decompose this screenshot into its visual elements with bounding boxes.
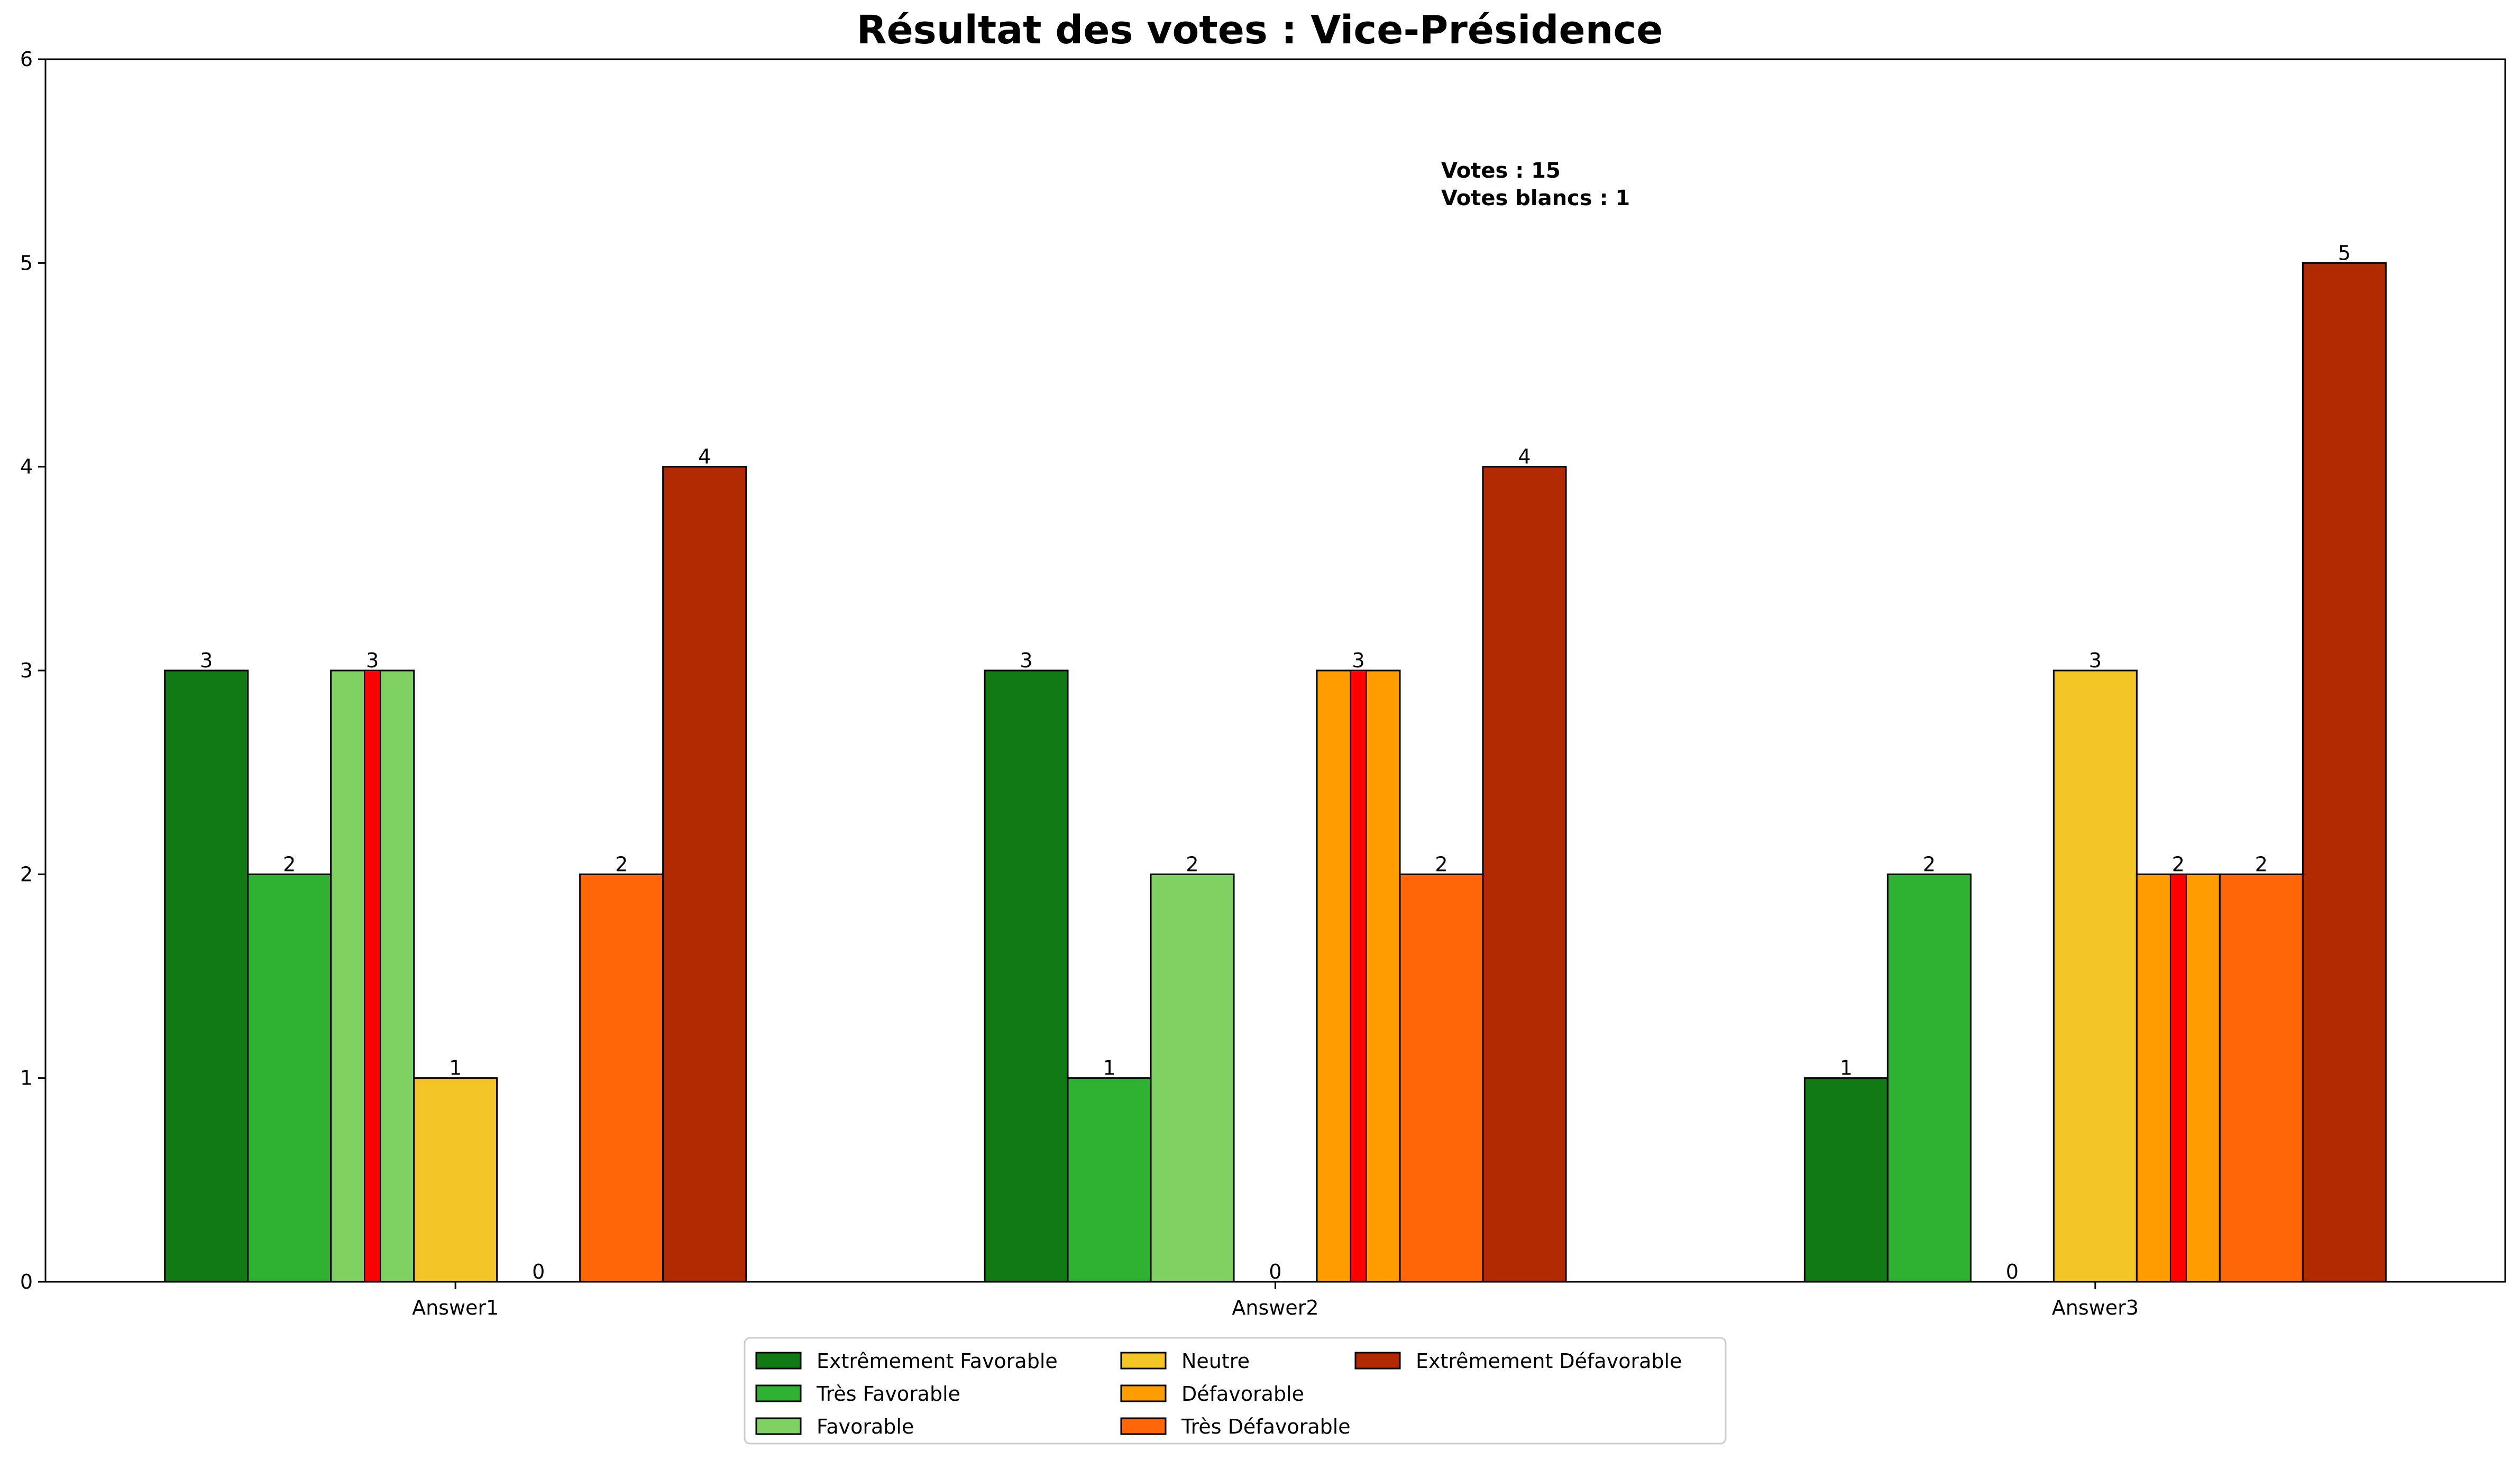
bar-2-6 — [2302, 262, 2387, 1283]
x-tick-label-0: Answer1 — [412, 1296, 499, 1319]
x-tick-label-2: Answer3 — [2052, 1296, 2139, 1319]
bar-label-0-0: 3 — [200, 649, 213, 672]
axes-layer: Answer1 Answer2 Answer3 0 1 2 3 4 5 6 — [20, 48, 2506, 1319]
legend-label-6: Extrêmement Défavorable — [1416, 1349, 1682, 1373]
legend-label-2: Favorable — [817, 1415, 914, 1438]
legend-swatch-1 — [755, 1384, 802, 1402]
bar-label-1-5: 2 — [1435, 852, 1447, 876]
bar-label-2-4: 2 — [2172, 852, 2185, 876]
bar-label-2-3: 3 — [2089, 649, 2102, 672]
annotation-layer: Votes : 15 Votes blancs : 1 — [1441, 159, 1630, 210]
bar-2-1 — [1886, 873, 1972, 1283]
bar-label-2-5: 2 — [2255, 852, 2268, 876]
bar-label-1-0: 3 — [1020, 649, 1032, 672]
legend-swatch-4 — [1120, 1384, 1167, 1402]
bar-label-1-6: 4 — [1518, 445, 1531, 469]
bar-label-2-6: 5 — [2338, 241, 2351, 264]
bar-label-1-2: 2 — [1186, 852, 1198, 876]
y-tick-label-0: 0 — [20, 1270, 33, 1293]
annotation-1: Votes blancs : 1 — [1441, 186, 1630, 210]
y-tick-label-4: 4 — [20, 455, 33, 479]
x-tick-label-1: Answer2 — [1232, 1296, 1318, 1319]
bar-1-1 — [1067, 1077, 1152, 1283]
legend-swatch-5 — [1120, 1417, 1167, 1435]
legend-swatch-6 — [1354, 1352, 1401, 1370]
bar-label-1-1: 1 — [1103, 1057, 1115, 1080]
y-tick-label-1: 1 — [20, 1067, 33, 1090]
bar-label-0-4: 0 — [532, 1260, 545, 1283]
y-tick-label-6: 6 — [20, 48, 33, 71]
bar-label-0-5: 2 — [615, 852, 628, 876]
bar-label-2-0: 1 — [1840, 1057, 1853, 1080]
bar-1-2 — [1150, 873, 1235, 1283]
median-marker-0 — [364, 670, 381, 1282]
bar-label-0-6: 4 — [698, 445, 711, 469]
bar-1-5 — [1399, 873, 1484, 1283]
y-tick-label-5: 5 — [20, 251, 33, 274]
y-tick-label-2: 2 — [20, 862, 33, 886]
legend-swatch-2 — [755, 1417, 802, 1435]
bar-label-0-3: 1 — [449, 1057, 462, 1080]
median-marker-1 — [1350, 670, 1367, 1282]
legend-swatch-3 — [1120, 1352, 1167, 1370]
bar-2-3 — [2052, 669, 2138, 1283]
bar-0-3 — [413, 1077, 498, 1283]
bar-2-5 — [2219, 873, 2304, 1283]
bar-0-5 — [579, 873, 664, 1283]
legend-label-3: Neutre — [1181, 1349, 1250, 1373]
bar-2-0 — [1803, 1077, 1889, 1283]
bar-label-2-2: 0 — [2006, 1260, 2019, 1283]
bar-label-1-3: 0 — [1269, 1260, 1281, 1283]
median-marker-2 — [2169, 874, 2187, 1283]
legend-box — [744, 1337, 1727, 1445]
bar-label-0-1: 2 — [283, 852, 296, 876]
legend-label-4: Défavorable — [1181, 1382, 1304, 1406]
bar-label-2-1: 2 — [1923, 852, 1936, 876]
bar-1-0 — [984, 669, 1069, 1283]
legend-label-1: Très Favorable — [816, 1382, 960, 1406]
bars-layer: 3 2 3 1 0 2 4 3 1 2 0 3 2 4 1 2 0 3 2 2 5 — [164, 241, 2387, 1283]
bar-1-6 — [1482, 466, 1567, 1283]
legend-label-5: Très Défavorable — [1181, 1415, 1351, 1438]
legend-swatch-0 — [755, 1352, 802, 1370]
bar-0-0 — [164, 669, 249, 1283]
y-tick-label-3: 3 — [20, 659, 33, 682]
legend-label-0: Extrêmement Favorable — [817, 1349, 1058, 1373]
chart-title: Résultat des votes : Vice-Présidence — [857, 7, 1663, 53]
annotation-0: Votes : 15 — [1441, 159, 1561, 183]
legend: Extrêmement Favorable Très Favorable Favor… — [744, 1337, 1727, 1445]
bar-label-1-4: 3 — [1352, 649, 1364, 672]
bar-0-6 — [662, 466, 747, 1283]
bar-0-1 — [247, 873, 332, 1283]
bar-label-0-2: 3 — [366, 649, 379, 672]
